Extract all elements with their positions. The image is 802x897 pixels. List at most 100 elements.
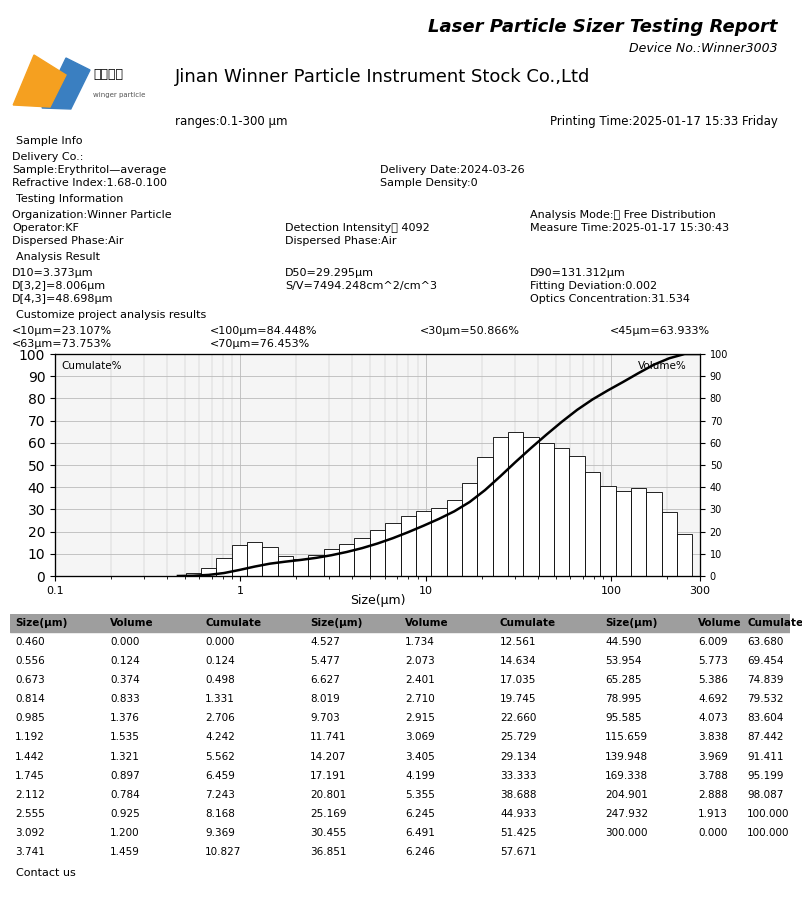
Text: 1.331: 1.331 [205, 694, 235, 704]
Text: 3.069: 3.069 [405, 733, 435, 743]
Text: 10.827: 10.827 [205, 848, 241, 858]
Bar [646, 492, 662, 576]
Text: 3.788: 3.788 [698, 771, 728, 780]
Text: 1.734: 1.734 [405, 637, 435, 647]
Text: 5.477: 5.477 [310, 656, 340, 666]
Text: 14.207: 14.207 [310, 752, 346, 762]
Text: Dispersed Phase:Air: Dispersed Phase:Air [285, 236, 396, 246]
Text: 0.374: 0.374 [110, 675, 140, 685]
Text: 2.915: 2.915 [405, 713, 435, 723]
Text: 9.369: 9.369 [205, 828, 235, 839]
Text: 74.839: 74.839 [747, 675, 784, 685]
Text: 7.243: 7.243 [205, 790, 235, 800]
Text: 5.562: 5.562 [205, 752, 235, 762]
Bar [10, 614, 790, 632]
Text: 44.933: 44.933 [500, 809, 537, 819]
Bar [447, 501, 462, 576]
Text: 2.706: 2.706 [205, 713, 235, 723]
Text: 1.321: 1.321 [110, 752, 140, 762]
Text: D10=3.373μm: D10=3.373μm [12, 268, 94, 278]
Text: Refractive Index:1.68-0.100: Refractive Index:1.68-0.100 [12, 178, 167, 188]
Text: Printing Time:2025-01-17 15:33 Friday: Printing Time:2025-01-17 15:33 Friday [550, 115, 778, 128]
Bar [585, 472, 600, 576]
Text: 204.901: 204.901 [605, 790, 648, 800]
Text: 53.954: 53.954 [605, 656, 642, 666]
Bar [462, 483, 477, 576]
Text: 2.888: 2.888 [698, 790, 728, 800]
Text: 300.000: 300.000 [605, 828, 647, 839]
Text: 11.741: 11.741 [310, 733, 346, 743]
Text: 87.442: 87.442 [747, 733, 784, 743]
Text: 5.386: 5.386 [698, 675, 728, 685]
Text: 100.000: 100.000 [747, 809, 789, 819]
Bar [492, 438, 508, 576]
Text: 3.405: 3.405 [405, 752, 435, 762]
Text: 78.995: 78.995 [605, 694, 642, 704]
Text: Operator:KF: Operator:KF [12, 223, 79, 233]
Text: Detection Intensity： 4092: Detection Intensity： 4092 [285, 223, 430, 233]
Text: Fitting Deviation:0.002: Fitting Deviation:0.002 [530, 281, 657, 291]
Text: Delivery Co.:: Delivery Co.: [12, 152, 83, 162]
Text: 0.784: 0.784 [110, 790, 140, 800]
Text: Sample Density:0: Sample Density:0 [380, 178, 478, 188]
Text: 19.745: 19.745 [500, 694, 537, 704]
Bar [662, 512, 677, 576]
Bar [508, 431, 524, 576]
Text: 95.199: 95.199 [747, 771, 784, 780]
Bar [232, 545, 247, 576]
Text: 2.073: 2.073 [405, 656, 435, 666]
Text: Sample:Erythritol—average: Sample:Erythritol—average [12, 165, 166, 175]
Text: 6.627: 6.627 [310, 675, 340, 685]
Bar [631, 488, 646, 576]
Text: 5.773: 5.773 [698, 656, 728, 666]
Text: Size(μm): Size(μm) [605, 618, 658, 628]
Bar [324, 549, 339, 576]
Text: 0.897: 0.897 [110, 771, 140, 780]
Bar [339, 544, 354, 576]
Bar [554, 448, 569, 576]
Text: 79.532: 79.532 [747, 694, 784, 704]
Text: Analysis Mode:： Free Distribution: Analysis Mode:： Free Distribution [530, 210, 716, 220]
Bar [524, 438, 539, 576]
Text: 6.009: 6.009 [698, 637, 727, 647]
Text: S/V=7494.248cm^2/cm^3: S/V=7494.248cm^2/cm^3 [285, 281, 437, 291]
Text: 91.411: 91.411 [747, 752, 784, 762]
Text: 0.000: 0.000 [698, 828, 727, 839]
Text: 1.192: 1.192 [15, 733, 45, 743]
Polygon shape [42, 58, 90, 109]
Text: 2.555: 2.555 [15, 809, 45, 819]
Text: Size(μm): Size(μm) [15, 618, 67, 628]
Text: 1.376: 1.376 [110, 713, 140, 723]
Text: 0.124: 0.124 [205, 656, 235, 666]
Text: Cumulate: Cumulate [747, 618, 802, 628]
Text: <45μm=63.933%: <45μm=63.933% [610, 326, 710, 336]
Text: 6.245: 6.245 [405, 809, 435, 819]
Text: 0.833: 0.833 [110, 694, 140, 704]
Bar [185, 573, 201, 576]
Text: Size(μm): Size(μm) [350, 594, 405, 607]
Bar [416, 511, 431, 576]
Bar [385, 523, 400, 576]
Bar [354, 537, 370, 576]
Text: 0.673: 0.673 [15, 675, 45, 685]
Text: 3.838: 3.838 [698, 733, 728, 743]
Text: 44.590: 44.590 [605, 637, 642, 647]
Text: Testing Information: Testing Information [16, 194, 124, 204]
Text: 1.535: 1.535 [110, 733, 140, 743]
Text: 115.659: 115.659 [605, 733, 648, 743]
Text: <70μm=76.453%: <70μm=76.453% [210, 339, 310, 349]
Text: 38.688: 38.688 [500, 790, 537, 800]
Text: 1.459: 1.459 [110, 848, 140, 858]
Text: <30μm=50.866%: <30μm=50.866% [420, 326, 520, 336]
Text: 33.333: 33.333 [500, 771, 537, 780]
Text: 36.851: 36.851 [310, 848, 346, 858]
Text: Cumulate: Cumulate [500, 618, 556, 628]
Text: 1.745: 1.745 [15, 771, 45, 780]
Polygon shape [13, 55, 66, 107]
Bar [616, 491, 631, 576]
Text: 3.969: 3.969 [698, 752, 728, 762]
Text: Volume: Volume [698, 618, 742, 628]
Text: 30.455: 30.455 [310, 828, 346, 839]
Text: 98.087: 98.087 [747, 790, 784, 800]
Text: 20.801: 20.801 [310, 790, 346, 800]
